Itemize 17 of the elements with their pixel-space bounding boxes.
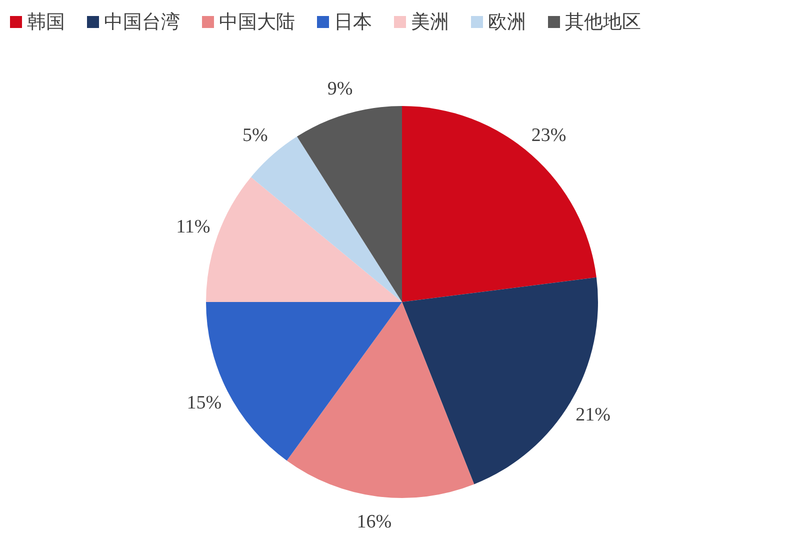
legend-label: 日本 — [334, 11, 372, 33]
data-label: 21% — [576, 404, 611, 426]
pie-slice — [402, 106, 596, 302]
legend-label: 韩国 — [27, 11, 65, 33]
legend-label: 美洲 — [411, 11, 449, 33]
legend-label: 欧洲 — [488, 11, 526, 33]
pie-slice — [296, 106, 402, 302]
data-label: 15% — [186, 392, 222, 414]
legend-label: 中国台湾 — [104, 11, 180, 33]
legend-label: 其他地区 — [565, 11, 641, 33]
data-label: 9% — [327, 78, 353, 100]
data-label: 11% — [176, 216, 210, 238]
legend-label: 中国大陆 — [219, 11, 295, 33]
data-label: 16% — [356, 512, 392, 533]
data-label: 5% — [242, 124, 268, 146]
pie-slice — [286, 302, 474, 498]
data-label: 23% — [531, 124, 566, 146]
